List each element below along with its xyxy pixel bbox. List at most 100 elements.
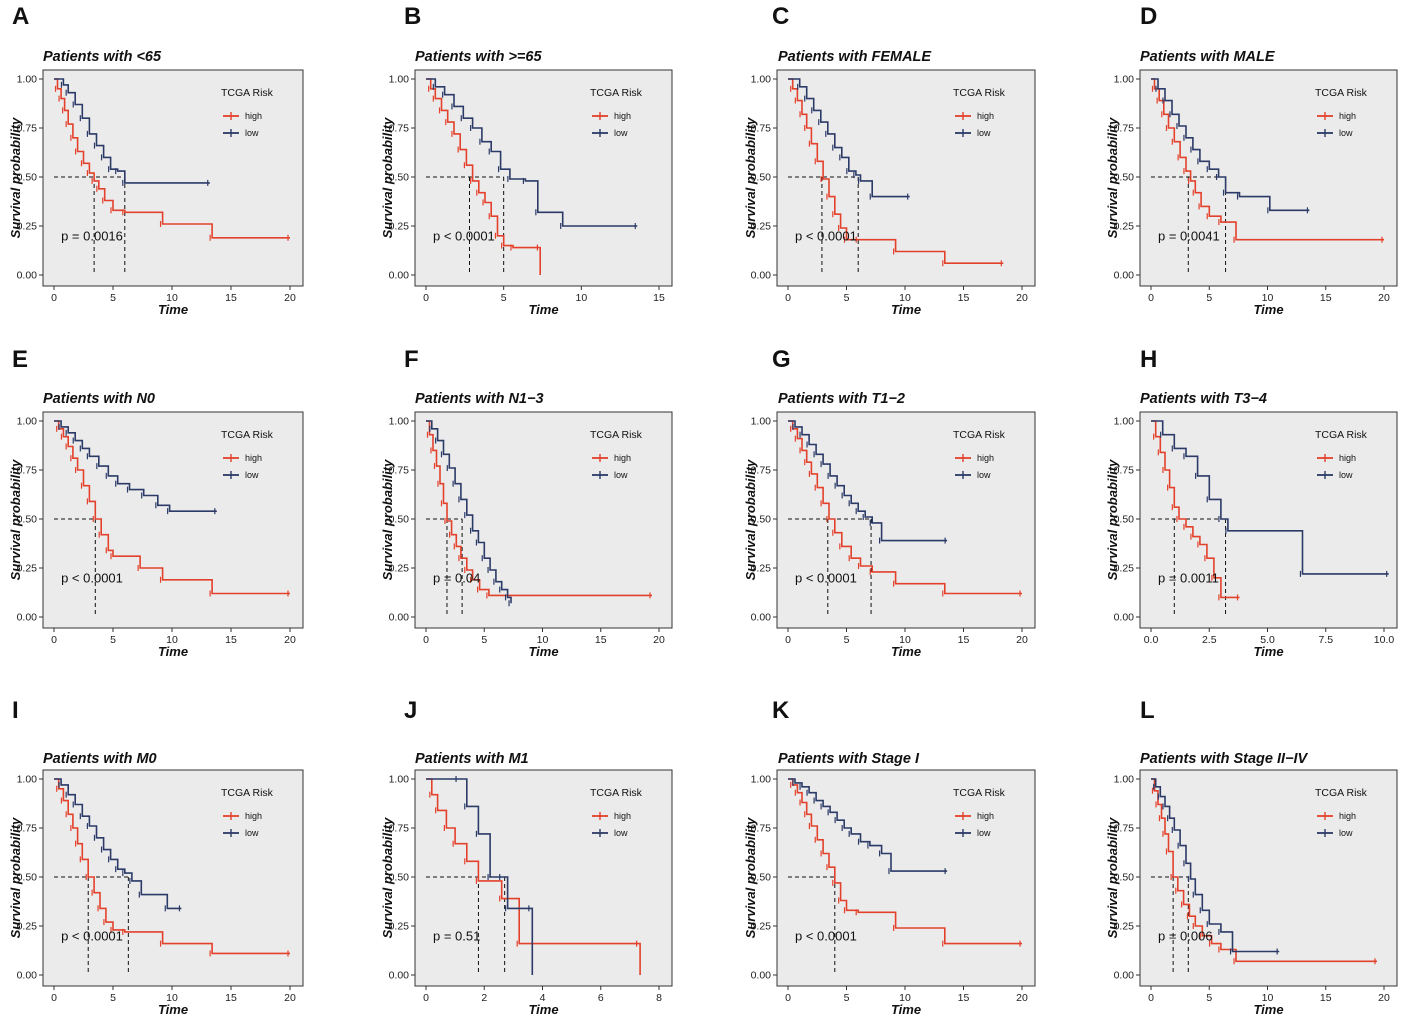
- plot-area: [1139, 769, 1398, 987]
- km-panel-f: F Patients with N1−3 0.00 0.25 0.50 0.75 1.00 0…: [380, 346, 673, 659]
- y-tick-label: 0.25: [751, 221, 772, 233]
- panel-letter: F: [404, 346, 419, 373]
- y-tick-label: 0.00: [389, 612, 410, 624]
- km-curve-high: [788, 778, 1022, 945]
- y-tick-label: 0.00: [17, 270, 38, 282]
- km-curve-low: [1151, 78, 1310, 212]
- legend-label-high: high: [245, 111, 262, 121]
- y-tick-label: 0.25: [17, 221, 38, 233]
- y-tick-label: 0.75: [1114, 823, 1135, 835]
- y-tick-label: 0.25: [17, 563, 38, 575]
- panel-letter: K: [772, 697, 790, 724]
- panel-title: Patients with T1−2: [778, 391, 905, 407]
- legend-label-low: low: [614, 470, 628, 480]
- y-tick-label: 0.50: [751, 514, 772, 526]
- km-curve-high: [788, 78, 1004, 264]
- legend-label-high: high: [1339, 453, 1356, 463]
- y-tick-label: 0.75: [751, 123, 772, 135]
- panel-title: Patients with FEMALE: [778, 49, 932, 65]
- y-tick-label: 0.75: [751, 465, 772, 477]
- km-curve-low: [426, 420, 512, 604]
- panel-letter: L: [1140, 697, 1155, 724]
- km-panel-e: E Patients with N0 0.00 0.25 0.50 0.75 1.00 0 5 1…: [8, 346, 304, 659]
- y-tick-label: 0.50: [1114, 172, 1135, 184]
- y-tick-label: 0.25: [17, 921, 38, 933]
- km-panel-h: H Patients with T3−4 0.00 0.25 0.50 0.75 1.00 0…: [1105, 346, 1398, 659]
- x-tick-label: 5: [110, 634, 116, 646]
- y-tick-label: 1.00: [389, 74, 410, 86]
- y-tick-label: 0.25: [1114, 921, 1135, 933]
- legend-label-low: low: [245, 828, 259, 838]
- y-tick-label: 0.00: [1114, 270, 1135, 282]
- x-tick-label: 5: [844, 292, 850, 304]
- km-curve-low: [54, 420, 217, 512]
- legend-title: TCGA Risk: [590, 429, 643, 441]
- x-axis-title: Time: [158, 644, 188, 659]
- y-tick-label: 0.50: [751, 872, 772, 884]
- p-value: p < 0.0001: [433, 229, 495, 244]
- legend-label-high: high: [1339, 111, 1356, 121]
- y-tick-label: 1.00: [751, 416, 772, 428]
- panel-letter: J: [404, 697, 417, 724]
- y-tick-label: 0.50: [17, 172, 38, 184]
- panel-title: Patients with MALE: [1140, 49, 1276, 65]
- km-curve-high: [54, 420, 290, 595]
- panel-title: Patients with T3−4: [1140, 391, 1267, 407]
- y-tick-label: 0.50: [1114, 872, 1135, 884]
- x-tick-label: 15: [958, 992, 970, 1004]
- x-axis-title: Time: [528, 644, 558, 659]
- x-axis-title: Time: [1253, 1002, 1283, 1014]
- x-tick-label: 0.0: [1144, 634, 1159, 646]
- x-axis-title: Time: [528, 1002, 558, 1014]
- panel-title: Patients with N1−3: [415, 391, 544, 407]
- x-tick-label: 0: [51, 292, 57, 304]
- legend-title: TCGA Risk: [221, 787, 274, 799]
- panel-title: Patients with >=65: [415, 49, 542, 65]
- y-tick-label: 1.00: [751, 774, 772, 786]
- x-tick-label: 4: [540, 992, 546, 1004]
- panel-title: Patients with Stage I: [778, 751, 920, 767]
- x-axis-title: Time: [891, 644, 921, 659]
- legend-title: TCGA Risk: [953, 429, 1006, 441]
- km-panel-i: I Patients with M0 0.00 0.25 0.50 0.75 1.00 0 5 1…: [8, 697, 304, 1014]
- x-tick-label: 0: [785, 292, 791, 304]
- x-tick-label: 20: [284, 634, 296, 646]
- km-curve-high: [54, 778, 290, 955]
- y-tick-label: 0.50: [389, 172, 410, 184]
- x-tick-label: 0: [785, 634, 791, 646]
- p-value: p = 0.0016: [61, 229, 123, 244]
- km-curve-low: [788, 778, 948, 872]
- plot-area: [414, 769, 673, 987]
- y-axis-title: Survival probability: [743, 117, 758, 238]
- panel-letter: C: [772, 3, 789, 30]
- x-tick-label: 20: [284, 292, 296, 304]
- km-curve-low: [788, 420, 948, 542]
- y-axis-title: Survival probability: [8, 117, 23, 238]
- km-panel-g: G Patients with T1−2 0.00 0.25 0.50 0.75 1.00 0…: [743, 346, 1036, 659]
- legend-label-low: low: [1339, 128, 1353, 138]
- x-tick-label: 15: [653, 292, 665, 304]
- x-tick-label: 15: [225, 992, 237, 1004]
- p-value: p = 0.51: [433, 929, 480, 944]
- legend-title: TCGA Risk: [1315, 87, 1368, 99]
- y-tick-label: 1.00: [389, 774, 410, 786]
- x-axis-title: Time: [158, 1002, 188, 1014]
- y-tick-label: 0.75: [389, 823, 410, 835]
- plot-area: [776, 69, 1036, 287]
- plot-area: [776, 411, 1036, 629]
- panel-letter: E: [12, 346, 28, 373]
- km-curve-low: [1151, 420, 1389, 575]
- panel-letter: G: [772, 346, 791, 373]
- p-value: p < 0.0001: [61, 929, 123, 944]
- panel-letter: H: [1140, 346, 1157, 373]
- legend-label-high: high: [1339, 811, 1356, 821]
- plot-area: [776, 769, 1036, 987]
- legend-label-high: high: [614, 811, 631, 821]
- x-tick-label: 0: [423, 292, 429, 304]
- y-tick-label: 0.50: [751, 172, 772, 184]
- x-tick-label: 20: [1378, 992, 1390, 1004]
- km-curve-high: [426, 778, 641, 975]
- p-value: p < 0.0001: [61, 571, 123, 586]
- x-tick-label: 5.0: [1260, 634, 1275, 646]
